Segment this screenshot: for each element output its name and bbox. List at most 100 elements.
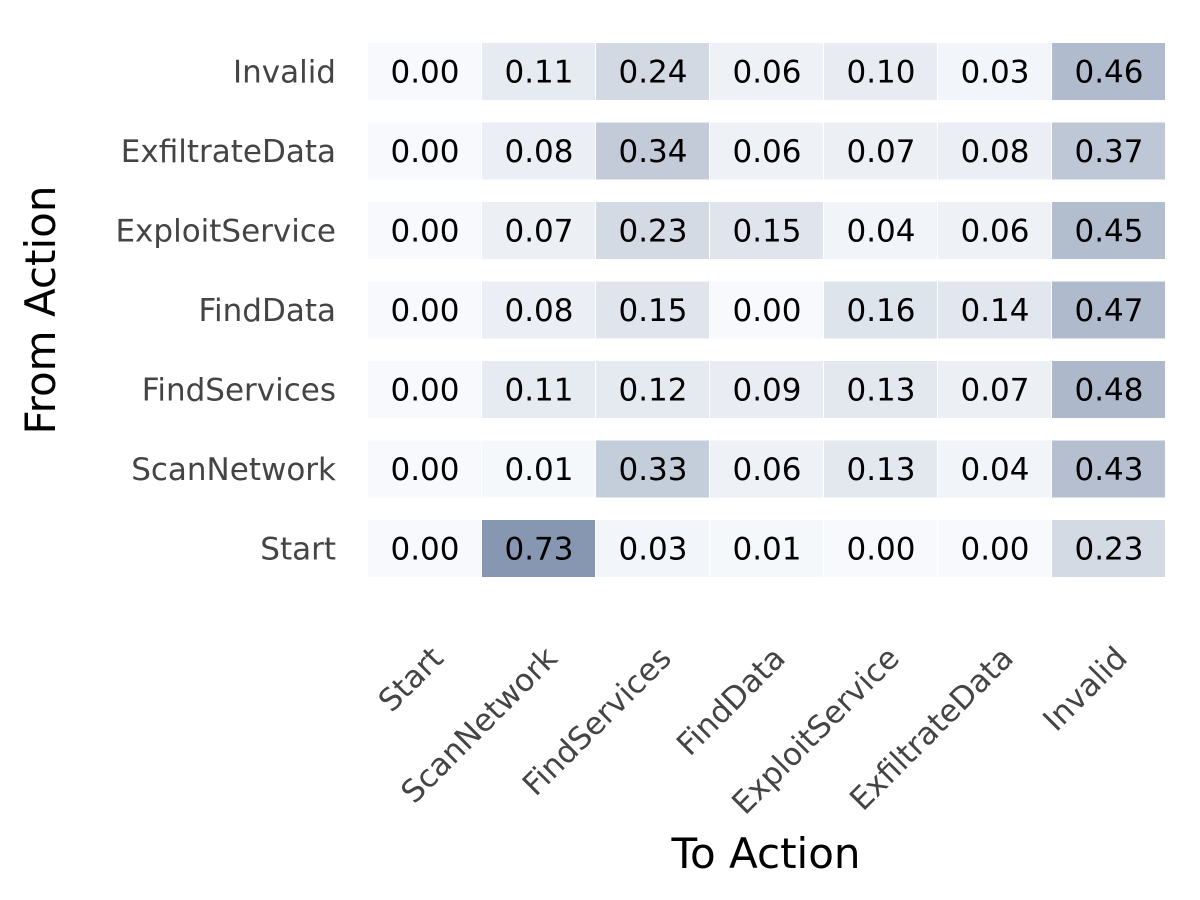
- cell-value-label: 0.00: [390, 134, 459, 170]
- x-tick-labels: StartScanNetworkFindServicesFindDataExpl…: [372, 640, 1135, 821]
- y-axis-label: From Action: [16, 186, 65, 435]
- cell-value-label: 0.43: [1074, 452, 1143, 488]
- cell-value-label: 0.06: [732, 452, 801, 488]
- cell-value-label: 0.07: [504, 214, 573, 250]
- y-tick-label: Invalid: [233, 55, 336, 91]
- cell-value-label: 0.14: [960, 293, 1029, 329]
- heatmap-cell: [368, 202, 481, 259]
- cell-value-label: 0.01: [732, 532, 801, 568]
- heatmap-cell: [596, 281, 709, 339]
- cell-value-label: 0.04: [846, 214, 915, 250]
- x-tick-label: Start: [372, 640, 451, 719]
- cell-value-label: 0.07: [960, 373, 1029, 409]
- cell-value-label: 0.00: [390, 293, 459, 329]
- cell-value-label: 0.03: [618, 532, 687, 568]
- heatmap-cell: [596, 361, 709, 418]
- x-tick-label: FindData: [670, 640, 793, 763]
- heatmap-cell: [482, 202, 595, 259]
- y-tick-labels: Invalid ExfiltrateData ExploitService FindD…: [115, 55, 336, 568]
- cells-layer: 0.00 0.11 0.24 0.06 0.10 0.03 0.46 0.00 0.08 0.34…: [368, 43, 1165, 577]
- heatmap-cell: [1052, 122, 1165, 180]
- heatmap-cell: [368, 520, 481, 577]
- cell-value-label: 0.11: [504, 373, 573, 409]
- cell-value-label: 0.00: [390, 532, 459, 568]
- cell-value-label: 0.00: [846, 532, 915, 568]
- cell-value-label: 0.15: [618, 293, 687, 329]
- heatmap-cell: [710, 122, 823, 180]
- cell-value-label: 0.73: [504, 532, 573, 568]
- cell-value-label: 0.00: [390, 214, 459, 250]
- cell-value-label: 0.08: [504, 293, 573, 329]
- heatmap-cell: [1052, 361, 1165, 418]
- heatmap-cell: [482, 520, 595, 577]
- heatmap-cell: [368, 361, 481, 418]
- heatmap-cell: [596, 43, 709, 100]
- y-tick-label: ExfiltrateData: [121, 134, 336, 170]
- heatmap-cell: [596, 122, 709, 180]
- heatmap-cell: [482, 361, 595, 418]
- cell-value-label: 0.10: [846, 55, 915, 91]
- cell-value-label: 0.16: [846, 293, 915, 329]
- cell-value-label: 0.06: [960, 214, 1029, 250]
- cell-value-label: 0.00: [732, 293, 801, 329]
- heatmap-cell: [1052, 281, 1165, 339]
- cell-value-label: 0.04: [960, 452, 1029, 488]
- heatmap-cell: [1052, 520, 1165, 577]
- heatmap-cell: [938, 281, 1051, 339]
- y-tick-label: ExploitService: [115, 214, 336, 250]
- cell-value-label: 0.08: [960, 134, 1029, 170]
- cell-value-label: 0.08: [504, 134, 573, 170]
- heatmap-cell: [938, 43, 1051, 100]
- cell-value-label: 0.48: [1074, 373, 1143, 409]
- cell-value-label: 0.37: [1074, 134, 1143, 170]
- heatmap-cell: [482, 122, 595, 180]
- cell-value-label: 0.15: [732, 214, 801, 250]
- cell-value-label: 0.45: [1074, 214, 1143, 250]
- heatmap-cell: [482, 281, 595, 339]
- cell-value-label: 0.11: [504, 55, 573, 91]
- heatmap-cell: [824, 281, 937, 339]
- cell-value-label: 0.47: [1074, 293, 1143, 329]
- heatmap-cell: [824, 202, 937, 259]
- heatmap-cell: [824, 361, 937, 418]
- x-tick-label: Invalid: [1036, 640, 1134, 738]
- cell-value-label: 0.12: [618, 373, 687, 409]
- cell-value-label: 0.13: [846, 373, 915, 409]
- cell-value-label: 0.23: [1074, 532, 1143, 568]
- heatmap-cell: [938, 361, 1051, 418]
- heatmap-cell: [710, 202, 823, 259]
- heatmap-cell: [710, 361, 823, 418]
- cell-value-label: 0.23: [618, 214, 687, 250]
- heatmap-cell: [1052, 202, 1165, 259]
- cell-value-label: 0.09: [732, 373, 801, 409]
- y-tick-label: FindServices: [142, 373, 336, 409]
- heatmap-cell: [482, 43, 595, 100]
- heatmap-cell: [824, 122, 937, 180]
- heatmap-cell: [710, 43, 823, 100]
- cell-value-label: 0.01: [504, 452, 573, 488]
- heatmap-cell: [710, 281, 823, 339]
- heatmap-cell: [710, 520, 823, 577]
- heatmap-cell: [368, 122, 481, 180]
- heatmap-cell: [596, 520, 709, 577]
- heatmap-cell: [938, 520, 1051, 577]
- heatmap-cell: [938, 440, 1051, 498]
- y-tick-label: Start: [260, 532, 336, 568]
- cell-value-label: 0.03: [960, 55, 1029, 91]
- cell-value-label: 0.33: [618, 452, 687, 488]
- cell-value-label: 0.34: [618, 134, 687, 170]
- y-tick-label: FindData: [198, 293, 336, 329]
- cell-value-label: 0.00: [390, 55, 459, 91]
- heatmap-cell: [596, 202, 709, 259]
- heatmap-cell: [368, 440, 481, 498]
- cell-value-label: 0.06: [732, 55, 801, 91]
- cell-value-label: 0.00: [960, 532, 1029, 568]
- heatmap-cell: [824, 520, 937, 577]
- cell-value-label: 0.06: [732, 134, 801, 170]
- heatmap-cell: [1052, 43, 1165, 100]
- cell-value-label: 0.07: [846, 134, 915, 170]
- cell-value-label: 0.24: [618, 55, 687, 91]
- heatmap-cell: [710, 440, 823, 498]
